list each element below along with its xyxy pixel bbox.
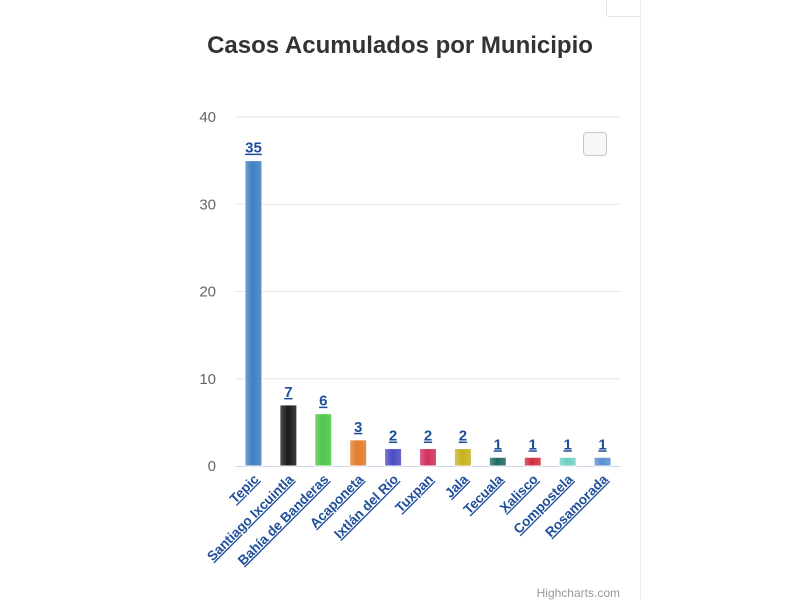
chart-container: Casos Acumulados por Municipio 0 10 20 30 40… (160, 0, 641, 600)
bar-ixtlán-del-río (384, 448, 403, 467)
bar-santiago-ixcuintla (279, 404, 298, 467)
bar-acaponeta (349, 439, 368, 467)
y-tick-label: 30 (199, 196, 216, 213)
data-label: 1 (598, 436, 606, 453)
corner-fragment (606, 0, 641, 17)
data-label: 2 (389, 428, 397, 445)
page-edge-divider (640, 0, 641, 600)
data-label: 2 (459, 428, 467, 445)
bar-jala (453, 448, 472, 467)
data-label: 2 (424, 428, 432, 445)
chart-title: Casos Acumulados por Municipio (207, 32, 593, 59)
bar-tuxpan (419, 448, 437, 467)
y-tick-label: 40 (199, 109, 216, 126)
data-label: 7 (284, 384, 292, 401)
data-label: 35 (245, 140, 262, 157)
data-label: 1 (563, 436, 571, 453)
y-tick-label: 0 (208, 458, 216, 475)
x-category-label[interactable]: Rosamorada (542, 471, 611, 540)
data-label: 1 (529, 436, 537, 453)
data-label: 1 (494, 436, 502, 453)
data-label: 6 (319, 393, 327, 410)
chart-menu-button[interactable] (583, 132, 607, 156)
x-category-label[interactable]: Tecuala (460, 471, 506, 517)
bar-tepic (244, 160, 263, 467)
bar-tecuala (488, 456, 507, 467)
bar-xalisco (523, 456, 542, 467)
y-tick-label: 20 (199, 284, 216, 301)
bar-rosamorada (593, 456, 612, 467)
credits-link[interactable]: Highcharts.com (536, 586, 620, 600)
x-category-label[interactable]: Jala (442, 471, 472, 501)
y-tick-label: 10 (199, 371, 216, 388)
x-category-label[interactable]: Tuxpan (392, 472, 436, 516)
bar-compostela (558, 456, 577, 467)
data-label: 3 (354, 419, 362, 436)
bar-bahía-de-banderas (314, 413, 333, 467)
